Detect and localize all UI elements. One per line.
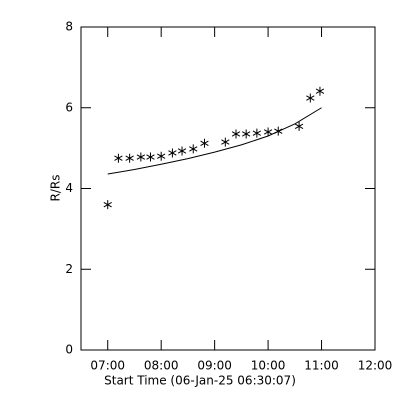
data-point xyxy=(146,152,155,162)
y-tick-label: 8 xyxy=(65,20,73,34)
fit-line xyxy=(107,107,322,175)
data-point xyxy=(263,127,273,137)
data-point xyxy=(103,200,112,210)
x-tick-label: 10:00 xyxy=(251,359,286,373)
x-tick-label: 09:00 xyxy=(197,359,232,373)
data-point xyxy=(114,153,123,163)
data-point xyxy=(221,137,230,147)
y-tick-label: 4 xyxy=(65,181,73,195)
data-point xyxy=(189,144,198,154)
data-point xyxy=(294,121,304,131)
data-point xyxy=(125,153,134,163)
data-point xyxy=(315,86,325,96)
y-axis-label: R/Rs xyxy=(49,175,63,202)
data-point xyxy=(168,148,177,158)
y-tick-label: 6 xyxy=(65,100,73,114)
x-axis-label: Start Time (06-Jan-25 06:30:07) xyxy=(104,374,296,388)
data-point xyxy=(177,146,187,156)
data-point xyxy=(306,93,315,103)
plot-frame xyxy=(80,26,376,351)
x-tick-label: 08:00 xyxy=(144,359,179,373)
data-point xyxy=(242,129,251,139)
x-tick-label: 07:00 xyxy=(90,359,125,373)
y-tick-label: 0 xyxy=(65,343,73,357)
data-point xyxy=(157,151,166,161)
data-point xyxy=(200,138,209,148)
data-point xyxy=(252,128,262,138)
x-tick-label: 11:00 xyxy=(304,359,339,373)
data-point xyxy=(274,126,283,136)
data-point xyxy=(136,152,146,162)
data-point xyxy=(231,129,241,139)
y-tick-label: 2 xyxy=(65,262,73,276)
x-tick-label: 12:00 xyxy=(358,359,393,373)
